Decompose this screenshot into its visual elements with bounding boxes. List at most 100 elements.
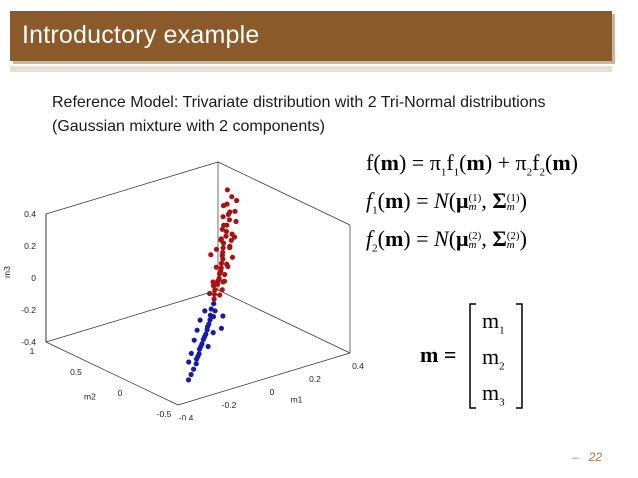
scatter-point-series-1 bbox=[227, 243, 233, 249]
title-divider bbox=[10, 66, 612, 72]
scatter-point-series-1 bbox=[207, 290, 213, 297]
scatter-point-series-2 bbox=[208, 306, 214, 312]
z-tick-label: 0 bbox=[31, 273, 36, 283]
box-edge bbox=[45, 161, 219, 215]
scatter-point-series-2 bbox=[191, 337, 197, 343]
scatter-point-series-1 bbox=[220, 245, 226, 251]
vector-lhs: m = bbox=[420, 342, 457, 367]
scatter-point-series-1 bbox=[223, 233, 229, 239]
scatter-point-series-1 bbox=[225, 263, 231, 270]
vector-matrix: m1 m2 m3 bbox=[468, 302, 524, 410]
slide-body-text: Reference Model: Trivariate distribution… bbox=[52, 94, 546, 135]
plot-frame bbox=[45, 161, 351, 406]
scatter-point-series-1 bbox=[211, 296, 217, 302]
scatter-point-series-2 bbox=[212, 308, 218, 314]
scatter-point-series-1 bbox=[222, 271, 228, 278]
y-tick-label: 0 bbox=[118, 388, 123, 398]
scatter-point-series-1 bbox=[225, 211, 231, 217]
scatter-point-series-1 bbox=[228, 237, 234, 243]
scatter-point-series-2 bbox=[185, 377, 192, 383]
box-edge bbox=[217, 289, 351, 354]
z-tick-label: -0.4 bbox=[21, 337, 36, 347]
scatter-point-series-1 bbox=[226, 217, 232, 223]
scatter-point-series-2 bbox=[218, 325, 224, 331]
z-axis-label: m3 bbox=[2, 266, 12, 278]
scatter-point-series-1 bbox=[229, 254, 236, 260]
box-edge bbox=[217, 161, 351, 226]
slide-number: – 22 bbox=[572, 450, 602, 464]
x-tick-label: -0.2 bbox=[222, 400, 237, 410]
scatter-point-series-2 bbox=[207, 317, 213, 323]
scatter-point-series-1 bbox=[221, 222, 227, 228]
z-tick-label: -0.2 bbox=[21, 305, 36, 315]
vector-component-3: m3 bbox=[482, 380, 505, 409]
x-tick-label: -0.4 bbox=[179, 413, 194, 420]
scatter-3d-plot: -0.4-0.200.20.4-0.500.51-0.4-0.200.20.4 … bbox=[2, 161, 364, 420]
scatter-point-series-2 bbox=[188, 350, 194, 356]
y-tick-label: -0.5 bbox=[157, 409, 172, 419]
box-edge bbox=[177, 352, 351, 406]
scatter-point-series-1 bbox=[220, 203, 227, 209]
vector-component-1: m1 bbox=[482, 308, 505, 337]
vector-component-2: m2 bbox=[482, 344, 505, 373]
slide-title: Introductory example bbox=[22, 21, 260, 49]
slide-number-value: 22 bbox=[588, 450, 603, 464]
x-tick-label: 0.4 bbox=[352, 361, 364, 371]
x-axis-label: m1 bbox=[291, 394, 303, 404]
z-tick-label: 0.4 bbox=[24, 209, 36, 219]
scatter-point-series-2 bbox=[210, 330, 216, 336]
scatter-point-series-1 bbox=[229, 194, 235, 200]
scatter-point-series-1 bbox=[214, 281, 221, 287]
scatter-point-series-1 bbox=[213, 264, 219, 270]
scatter-point-series-1 bbox=[233, 218, 239, 225]
y-tick-label: 0.5 bbox=[70, 367, 82, 377]
scatter-point-series-1 bbox=[219, 287, 225, 293]
scatter-point-series-1 bbox=[232, 208, 238, 214]
scatter-point-series-2 bbox=[186, 359, 192, 365]
y-tick-label: 1 bbox=[30, 346, 35, 356]
matrix-brackets bbox=[469, 303, 523, 409]
scatter-point-series-2 bbox=[197, 317, 203, 323]
scatter-point-series-2 bbox=[196, 346, 203, 352]
scatter-point-series-1 bbox=[219, 226, 225, 232]
scatter-point-series-1 bbox=[234, 197, 240, 204]
scatter-point-series-2 bbox=[194, 356, 200, 362]
scatter-point-series-1 bbox=[224, 187, 230, 193]
scatter-point-series-2 bbox=[202, 308, 208, 314]
scatter-point-series-1 bbox=[220, 214, 226, 220]
y-axis-label: m2 bbox=[84, 392, 96, 402]
box-edge bbox=[45, 289, 219, 343]
scatter-point-series-2 bbox=[191, 366, 197, 372]
scatter-point-series-1 bbox=[211, 291, 218, 297]
scatter-point-series-1 bbox=[212, 287, 218, 293]
scatter-point-series-1 bbox=[218, 237, 224, 243]
scatter-point-series-2 bbox=[220, 313, 226, 319]
equation-component-2: f2(m) = N(μ (2) m, Σ (2) m) bbox=[366, 226, 527, 255]
equation-component-1: f1(m) = N(μ (1) m, Σ (1) m) bbox=[366, 188, 527, 217]
scatter-point-series-1 bbox=[208, 252, 214, 258]
scatter-point-series-2 bbox=[193, 361, 199, 367]
box-edge bbox=[45, 341, 179, 406]
scatter-point-series-1 bbox=[213, 246, 220, 252]
scatter-point-series-2 bbox=[204, 327, 210, 333]
scatter-point-series-2 bbox=[194, 327, 200, 333]
scatter-point-series-2 bbox=[210, 314, 217, 320]
scatter-point-series-1 bbox=[218, 260, 225, 266]
title-bar: Introductory example bbox=[10, 11, 612, 61]
scatter-point-series-1 bbox=[217, 292, 223, 298]
scatter-point-series-2 bbox=[211, 301, 217, 307]
slide-number-prefix: – bbox=[572, 450, 579, 464]
scatter-point-series-1 bbox=[221, 278, 228, 284]
x-tick-label: 0.2 bbox=[309, 374, 321, 384]
scatter-point-series-1 bbox=[223, 228, 229, 235]
plot-points bbox=[185, 187, 240, 383]
scatter-point-series-1 bbox=[231, 234, 238, 240]
scatter-point-series-2 bbox=[200, 336, 206, 343]
scatter-point-series-2 bbox=[188, 371, 194, 378]
x-tick-label: 0 bbox=[270, 387, 275, 397]
scatter-point-series-1 bbox=[210, 279, 216, 285]
scatter-point-series-1 bbox=[216, 271, 223, 277]
plot-ticks: -0.4-0.200.20.4-0.500.51-0.4-0.200.20.4 bbox=[21, 209, 364, 420]
equation-mixture: f(m) = π1f1(m) + π2f2(m) bbox=[366, 150, 578, 179]
scatter-point-series-2 bbox=[205, 343, 211, 350]
